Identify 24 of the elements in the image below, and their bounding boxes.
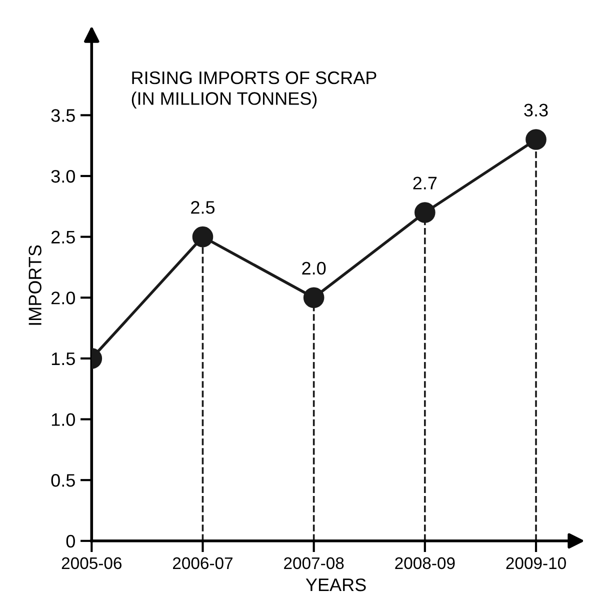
point <box>526 129 546 150</box>
x-tick-label: 2005-06 <box>62 557 122 570</box>
data-label: 2.7 <box>413 176 437 190</box>
y-tick-label: 3.5 <box>51 109 75 122</box>
data-label: 2.5 <box>191 201 215 214</box>
x-tick-label: 2009-10 <box>506 557 566 570</box>
y-tick-label: 2.5 <box>51 230 75 244</box>
y-tick-label: 0.5 <box>51 474 75 487</box>
x-tick-label: 2007-08 <box>284 557 344 570</box>
point <box>303 287 324 308</box>
y-tick-label: 0 <box>66 534 75 548</box>
y-tick-label: 1.5 <box>52 352 75 366</box>
y-tick-label: 2.0 <box>51 292 75 304</box>
x-axis-title: YEARS <box>306 578 366 592</box>
x-tick-label: 2008-09 <box>395 557 455 570</box>
y-axis-title: IMPORTS <box>28 245 42 325</box>
x-tick-label: 2006-07 <box>173 557 232 570</box>
y-tick-label: 3.0 <box>51 170 75 183</box>
data-label: 3.3 <box>524 104 548 117</box>
point <box>414 202 436 223</box>
data-label: 2.0 <box>302 262 326 275</box>
y-tick-label: 1.0 <box>52 413 75 426</box>
text: RISING IMPORTS OF SCRAP (IN MILLION TONNES) <box>132 71 376 108</box>
point <box>192 226 214 248</box>
